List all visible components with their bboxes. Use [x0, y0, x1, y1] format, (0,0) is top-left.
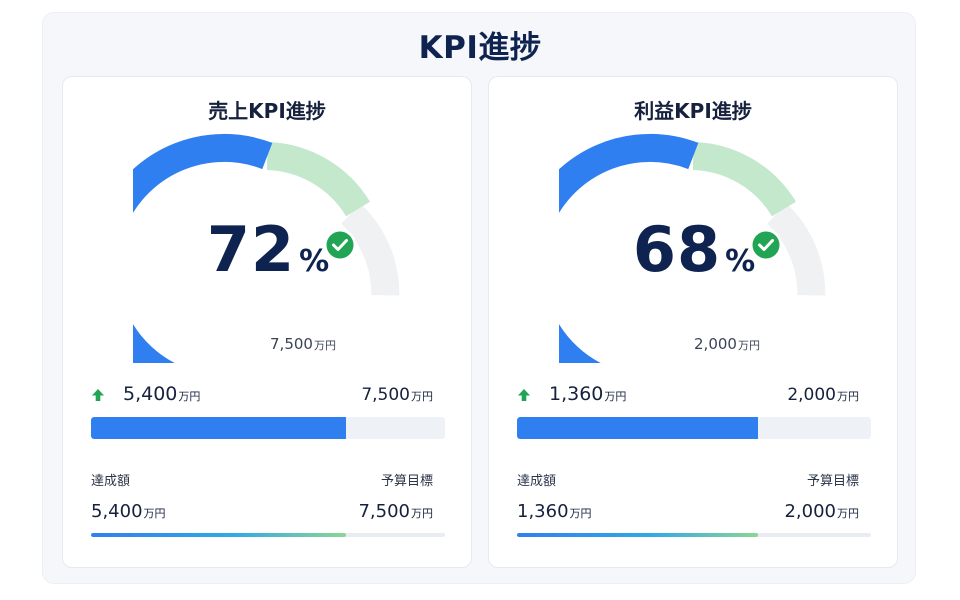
budget-target-amount: 7,500万円 [358, 501, 433, 522]
budget-target-amount: 2,000万円 [784, 501, 859, 522]
progress-bar-fill [91, 417, 346, 439]
gradient-progress-bar [91, 533, 445, 537]
achieved-amount: 5,400万円 [91, 501, 166, 522]
sales-kpi-card: 売上KPI進捗 7,500万円 5,400万円 7,500万円 達成額 予算目標… [62, 76, 472, 568]
gauge-achieved-arc [559, 133, 699, 363]
gradient-progress-bar [517, 533, 871, 537]
gauge-target-label: 7,500万円 [270, 335, 336, 353]
profit-kpi-card: 利益KPI進捗 2,000万円 1,360万円 2,000万円 達成額 予算目標… [488, 76, 898, 568]
check-circle-icon [750, 229, 782, 261]
check-circle-icon [324, 229, 356, 261]
page-title: KPI進捗 [418, 30, 542, 66]
arrow-up-icon [518, 389, 530, 401]
target-value: 7,500万円 [361, 385, 433, 405]
progress-gauge [559, 133, 829, 363]
gauge-target-arc [692, 142, 796, 217]
gradient-progress-fill [517, 533, 758, 537]
card-title: 利益KPI進捗 [634, 99, 752, 123]
gauge-remaining-arc [340, 203, 400, 296]
achieved-label: 達成額 [517, 474, 557, 489]
progress-percent: 68% [632, 213, 756, 286]
card-title: 売上KPI進捗 [208, 99, 326, 123]
progress-bar-fill [517, 417, 758, 439]
gauge-achieved-arc [133, 133, 273, 363]
progress-bar [91, 417, 445, 439]
target-value: 2,000万円 [787, 385, 859, 405]
gauge-remaining-arc [766, 203, 826, 296]
progress-bar [517, 417, 871, 439]
gauge-target-arc [266, 142, 370, 217]
achieved-label: 達成額 [91, 474, 131, 489]
achieved-value: 5,400万円 [123, 383, 201, 405]
progress-gauge [133, 133, 403, 363]
progress-summary-row: 5,400万円 7,500万円 [91, 383, 445, 407]
progress-percent: 72% [206, 213, 330, 286]
budget-target-label: 予算目標 [806, 474, 859, 489]
achieved-amount: 1,360万円 [517, 501, 592, 522]
arrow-up-icon [92, 389, 104, 401]
gauge-target-label: 2,000万円 [694, 335, 760, 353]
achieved-value: 1,360万円 [549, 383, 627, 405]
gradient-progress-fill [91, 533, 346, 537]
progress-summary-row: 1,360万円 2,000万円 [517, 383, 871, 407]
budget-target-label: 予算目標 [380, 474, 433, 489]
